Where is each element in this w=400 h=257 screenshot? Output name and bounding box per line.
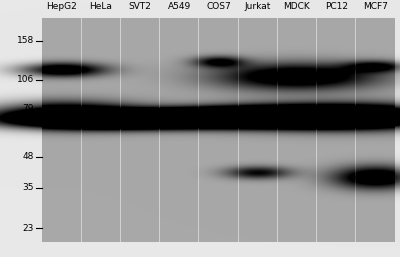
Text: HeLa: HeLa <box>89 2 112 11</box>
Text: 48: 48 <box>23 152 34 161</box>
Text: COS7: COS7 <box>206 2 231 11</box>
Text: 35: 35 <box>22 183 34 192</box>
Text: MCF7: MCF7 <box>363 2 388 11</box>
Text: PC12: PC12 <box>325 2 348 11</box>
Text: 23: 23 <box>23 224 34 233</box>
Text: MDCK: MDCK <box>284 2 310 11</box>
Text: 158: 158 <box>17 36 34 45</box>
Text: HepG2: HepG2 <box>46 2 77 11</box>
Text: 79: 79 <box>22 104 34 113</box>
Text: SVT2: SVT2 <box>129 2 152 11</box>
Text: A549: A549 <box>168 2 191 11</box>
Text: Jurkat: Jurkat <box>244 2 271 11</box>
Text: 106: 106 <box>17 75 34 84</box>
